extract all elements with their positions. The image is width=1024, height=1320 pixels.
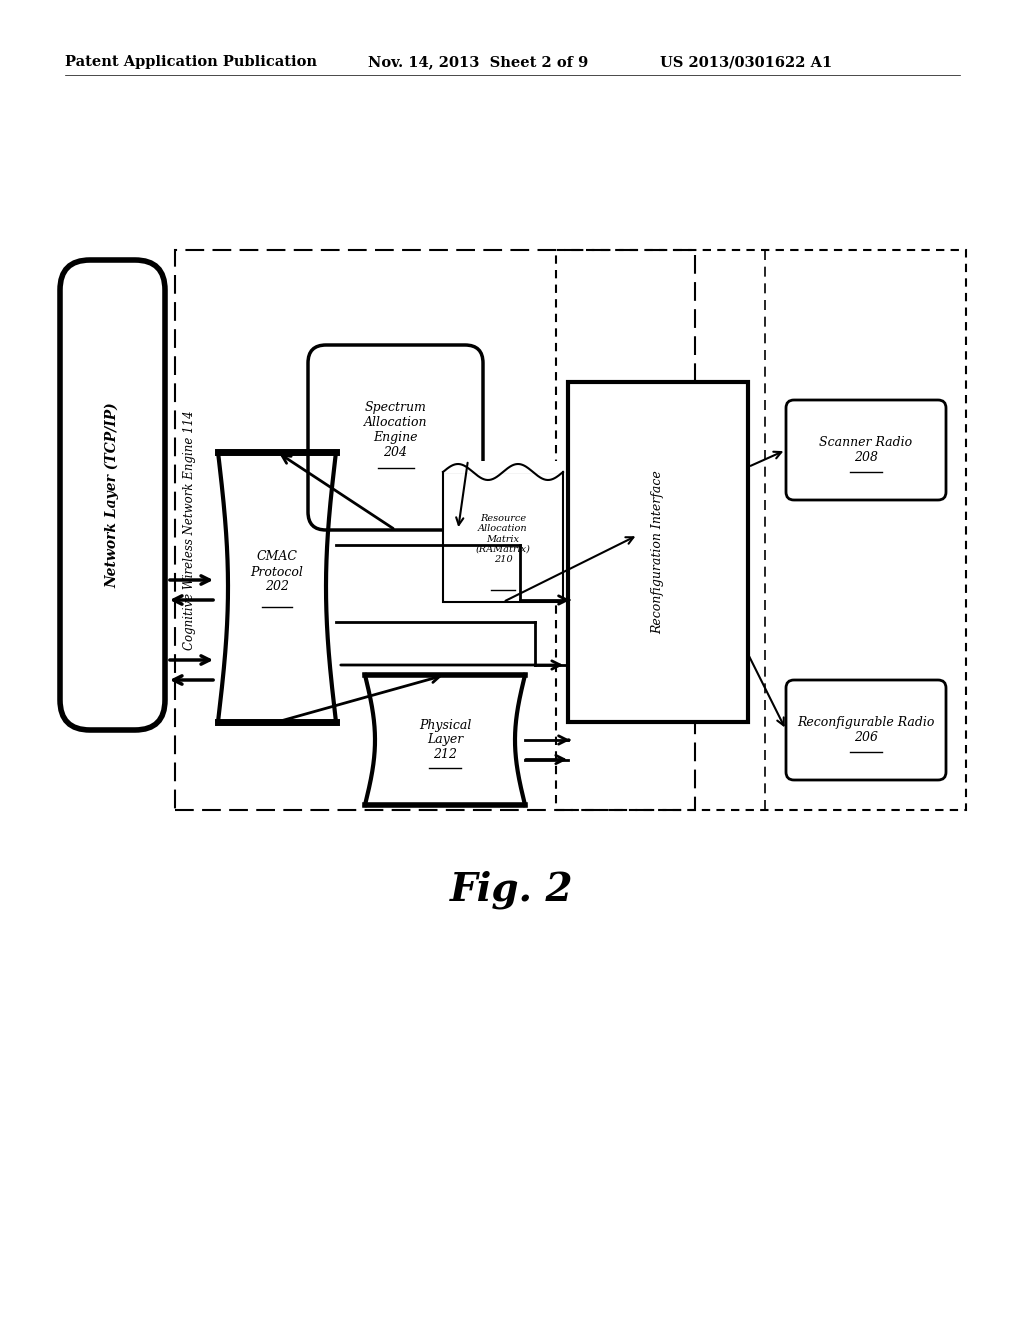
Text: Reconfiguration Interface: Reconfiguration Interface	[651, 470, 665, 634]
Bar	[444, 461, 562, 473]
Text: Physical
Layer
212: Physical Layer 212	[419, 718, 471, 762]
Text: US 2013/0301622 A1: US 2013/0301622 A1	[660, 55, 833, 69]
Text: Resource
Allocation
Matrix
(RAMatrix)
210: Resource Allocation Matrix (RAMatrix) 21…	[475, 513, 530, 565]
Text: Fig. 2: Fig. 2	[451, 871, 573, 909]
Bar	[568, 381, 748, 722]
FancyBboxPatch shape	[786, 680, 946, 780]
Bar	[443, 473, 563, 602]
FancyBboxPatch shape	[786, 400, 946, 500]
Bar	[175, 249, 695, 810]
Bar	[556, 249, 966, 810]
Text: Cognitive Wireless Network Engine 114: Cognitive Wireless Network Engine 114	[182, 411, 196, 649]
Text: Patent Application Publication: Patent Application Publication	[65, 55, 317, 69]
Bar	[365, 675, 525, 805]
Text: Nov. 14, 2013  Sheet 2 of 9: Nov. 14, 2013 Sheet 2 of 9	[368, 55, 588, 69]
FancyBboxPatch shape	[60, 260, 165, 730]
Bar	[218, 451, 336, 722]
Text: Network Layer (TCP/IP): Network Layer (TCP/IP)	[105, 403, 120, 587]
Text: Reconfigurable Radio
206: Reconfigurable Radio 206	[798, 715, 935, 744]
Text: CMAC
Protocol
202: CMAC Protocol 202	[251, 550, 303, 594]
FancyBboxPatch shape	[308, 345, 483, 531]
Text: Spectrum
Allocation
Engine
204: Spectrum Allocation Engine 204	[364, 400, 427, 458]
Text: Scanner Radio
208: Scanner Radio 208	[819, 436, 912, 465]
